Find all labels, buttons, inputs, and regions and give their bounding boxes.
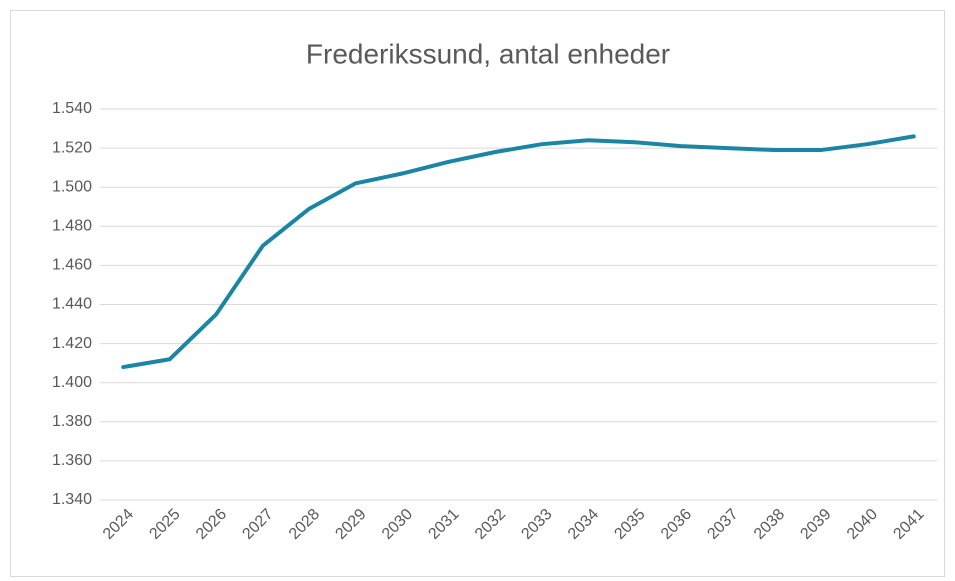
- y-tick-label: 1.420: [52, 335, 92, 352]
- y-tick-label: 1.540: [52, 100, 92, 117]
- y-tick-label: 1.520: [52, 139, 92, 156]
- y-tick-label: 1.340: [52, 491, 92, 508]
- y-tick-label: 1.360: [52, 452, 92, 469]
- y-tick-label: 1.460: [52, 257, 92, 274]
- y-tick-label: 1.440: [52, 296, 92, 313]
- chart-border: [10, 10, 945, 577]
- y-tick-label: 1.380: [52, 413, 92, 430]
- y-tick-label: 1.500: [52, 178, 92, 195]
- y-tick-label: 1.480: [52, 218, 92, 235]
- chart-title: Frederikssund, antal enheder: [306, 38, 670, 69]
- data-line: [121, 134, 916, 370]
- y-tick-label: 1.400: [52, 374, 92, 391]
